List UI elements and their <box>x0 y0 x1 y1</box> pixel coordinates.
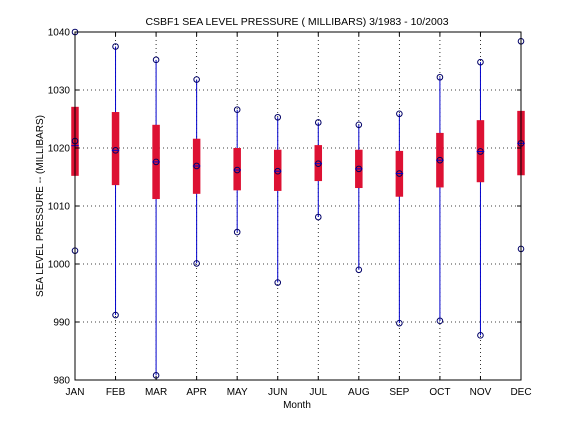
x-tick-label: JAN <box>66 387 85 398</box>
chart-title: CSBF1 SEA LEVEL PRESSURE ( MILLIBARS) 3/… <box>145 16 448 28</box>
y-tick-label: 1000 <box>48 260 71 271</box>
y-axis-label: SEA LEVEL PRESSURE -- (MILLIBARS) <box>35 115 46 297</box>
max-marker <box>314 119 322 126</box>
month-box-aug <box>355 121 363 274</box>
x-axis-ticks: JAN FEB MAR APR MAY JUN JUL AUG SEP OCT NOV DEC <box>66 32 532 398</box>
min-marker <box>274 279 282 286</box>
month-box-sep <box>395 110 404 327</box>
min-marker <box>193 260 200 267</box>
y-axis-ticks: 980 990 1000 1010 1020 1030 1040 <box>48 28 521 387</box>
x-tick-label: AUG <box>348 387 370 398</box>
y-tick-label: 1020 <box>48 144 71 155</box>
max-marker <box>152 56 160 64</box>
x-tick-label: OCT <box>429 387 450 398</box>
month-box-feb <box>111 43 120 319</box>
grid-lines <box>75 32 521 380</box>
month-box-nov <box>476 58 485 339</box>
x-tick-label: SEP <box>389 387 409 398</box>
y-tick-label: 980 <box>53 376 70 387</box>
y-tick-label: 1040 <box>48 28 71 39</box>
max-marker <box>436 73 444 81</box>
interquartile-box <box>314 145 323 182</box>
min-marker <box>396 319 403 327</box>
min-marker <box>477 332 484 339</box>
y-tick-label: 990 <box>53 318 70 329</box>
x-tick-label: FEB <box>106 387 126 398</box>
interquartile-box <box>233 148 241 191</box>
axes-frame <box>74 31 522 381</box>
max-marker <box>396 110 403 118</box>
x-tick-label: APR <box>186 387 207 398</box>
x-axis-label: Month <box>283 400 311 411</box>
x-tick-label: MAY <box>227 387 248 398</box>
min-marker <box>233 228 241 236</box>
month-box-mar <box>152 56 160 379</box>
month-box-oct <box>436 73 444 325</box>
x-tick-label: DEC <box>510 387 531 398</box>
month-box-apr <box>192 76 201 267</box>
data-marks <box>71 28 525 379</box>
month-box-jun <box>273 113 282 286</box>
y-tick-label: 1030 <box>48 86 71 97</box>
month-box-may <box>233 106 241 236</box>
x-tick-label: NOV <box>470 387 492 398</box>
x-tick-label: JUL <box>309 387 327 398</box>
min-marker <box>436 317 444 325</box>
y-tick-label: 1010 <box>48 202 71 213</box>
interquartile-box <box>111 112 120 186</box>
month-box-jul <box>314 119 323 221</box>
x-tick-label: JUN <box>268 387 287 398</box>
max-marker <box>193 76 200 83</box>
min-marker <box>112 311 119 319</box>
max-marker <box>233 106 241 114</box>
min-marker <box>314 213 322 221</box>
max-marker <box>355 121 363 129</box>
max-marker <box>112 43 119 50</box>
min-marker <box>355 266 363 274</box>
max-marker <box>477 58 484 66</box>
interquartile-box <box>273 149 282 191</box>
x-tick-label: MAR <box>145 387 167 398</box>
max-marker <box>274 113 282 121</box>
